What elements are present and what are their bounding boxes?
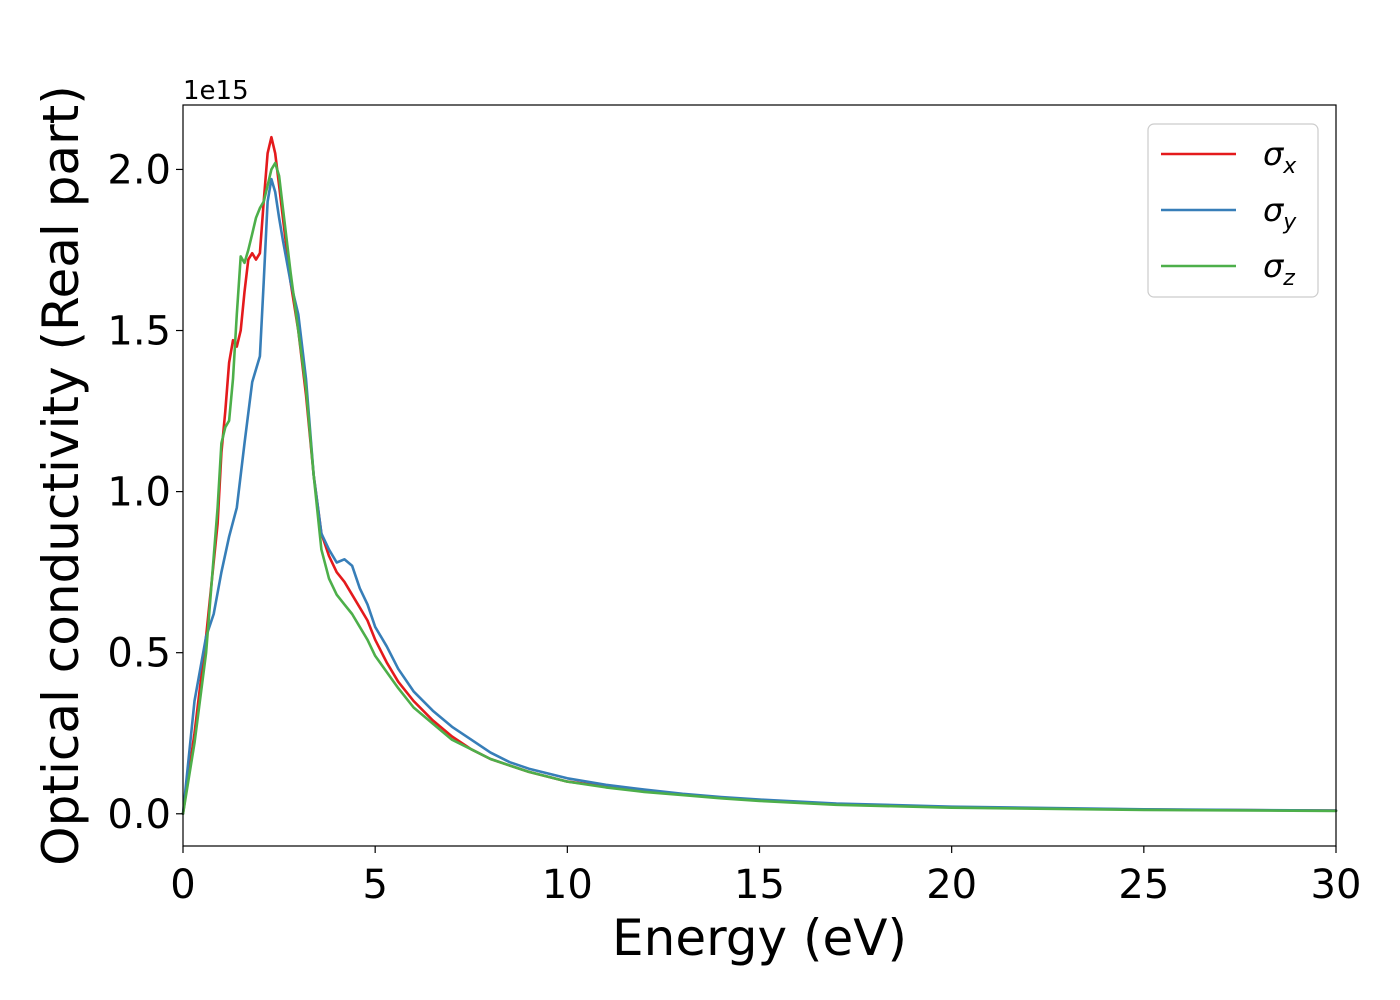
legend-label-z: σz [1263, 247, 1295, 291]
y-tick-label: 2.0 [107, 147, 171, 193]
x-tick-label: 10 [542, 862, 593, 908]
y-tick-label: 1.5 [107, 309, 171, 355]
x-tick-label: 30 [1311, 862, 1362, 908]
y-axis-ticks: 0.0 0.5 1.0 1.5 2.0 [107, 147, 183, 838]
legend-label-x: σx [1263, 135, 1297, 179]
series-line-z [181, 161, 1338, 816]
x-tick-label: 20 [926, 862, 977, 908]
y-offset-label: 1e15 [183, 76, 249, 106]
legend: σx σy σz [1147, 123, 1319, 298]
x-tick-label: 5 [362, 862, 387, 908]
x-axis-label: Energy (eV) [612, 909, 907, 967]
series-line-y [181, 177, 1338, 816]
x-tick-label: 15 [734, 862, 785, 908]
x-tick-label: 0 [170, 862, 195, 908]
series-layer [181, 135, 1338, 816]
y-axis-label: Optical conductivity (Real part) [32, 85, 90, 866]
y-tick-label: 1.0 [107, 470, 171, 516]
legend-label-y: σy [1263, 191, 1297, 235]
x-axis-ticks: 0 5 10 15 20 25 30 [170, 846, 1361, 908]
x-tick-label: 25 [1118, 862, 1169, 908]
y-tick-label: 0.5 [107, 631, 171, 677]
y-tick-label: 0.0 [107, 792, 171, 838]
